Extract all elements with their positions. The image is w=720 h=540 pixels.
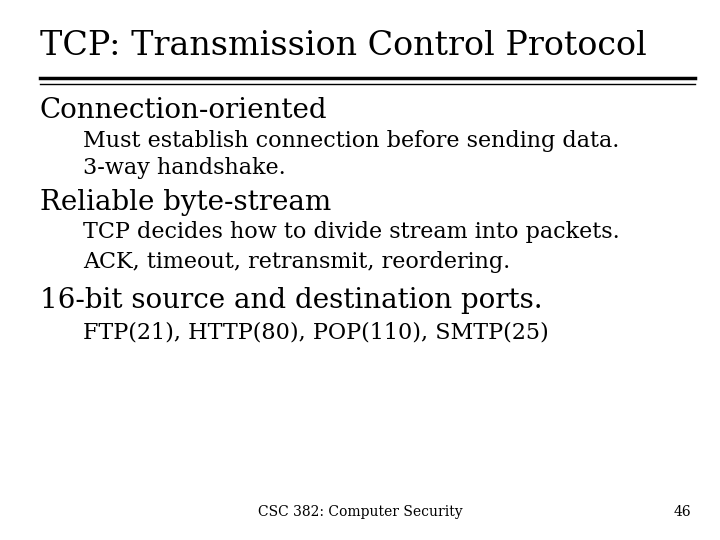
Text: 3-way handshake.: 3-way handshake. [83, 157, 286, 179]
Text: 16-bit source and destination ports.: 16-bit source and destination ports. [40, 287, 542, 314]
Text: Connection-oriented: Connection-oriented [40, 97, 327, 124]
Text: TCP: Transmission Control Protocol: TCP: Transmission Control Protocol [40, 30, 647, 62]
Text: TCP decides how to divide stream into packets.: TCP decides how to divide stream into pa… [83, 221, 619, 244]
Text: ACK, timeout, retransmit, reordering.: ACK, timeout, retransmit, reordering. [83, 251, 510, 273]
Text: Must establish connection before sending data.: Must establish connection before sending… [83, 130, 619, 152]
Text: CSC 382: Computer Security: CSC 382: Computer Security [258, 505, 462, 519]
Text: FTP(21), HTTP(80), POP(110), SMTP(25): FTP(21), HTTP(80), POP(110), SMTP(25) [83, 321, 549, 343]
Text: 46: 46 [674, 505, 691, 519]
Text: Reliable byte-stream: Reliable byte-stream [40, 189, 331, 216]
